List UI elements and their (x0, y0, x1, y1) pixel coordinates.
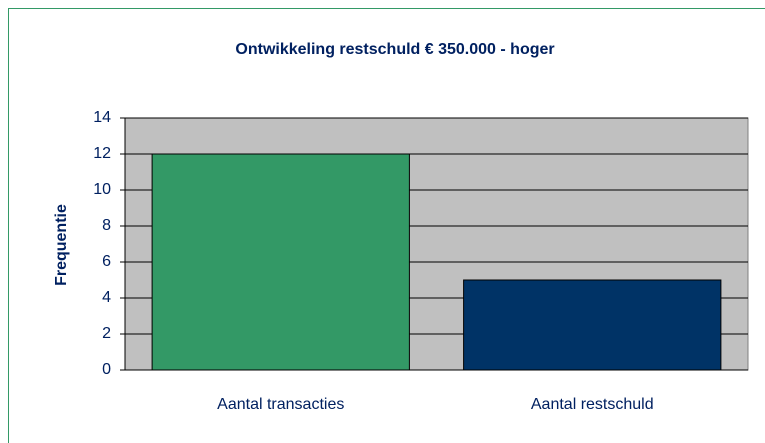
bar (463, 279, 722, 371)
y-tick-label: 2 (102, 325, 111, 342)
y-axis-label: Frequentie (53, 204, 70, 286)
y-tick-label: 4 (102, 289, 111, 306)
x-tick-label: Aantal transacties (217, 396, 344, 413)
y-tick-label: 14 (93, 109, 111, 126)
x-tick-label: Aantal restschuld (531, 396, 654, 413)
chart-title: Ontwikkeling restschuld € 350.000 - hoge… (235, 41, 554, 58)
y-tick-label: 6 (102, 253, 111, 270)
y-tick-label: 8 (102, 217, 111, 234)
y-tick-label: 12 (93, 145, 111, 162)
y-tick-label: 0 (102, 361, 111, 378)
bar (151, 153, 410, 371)
y-tick-label: 10 (93, 181, 111, 198)
